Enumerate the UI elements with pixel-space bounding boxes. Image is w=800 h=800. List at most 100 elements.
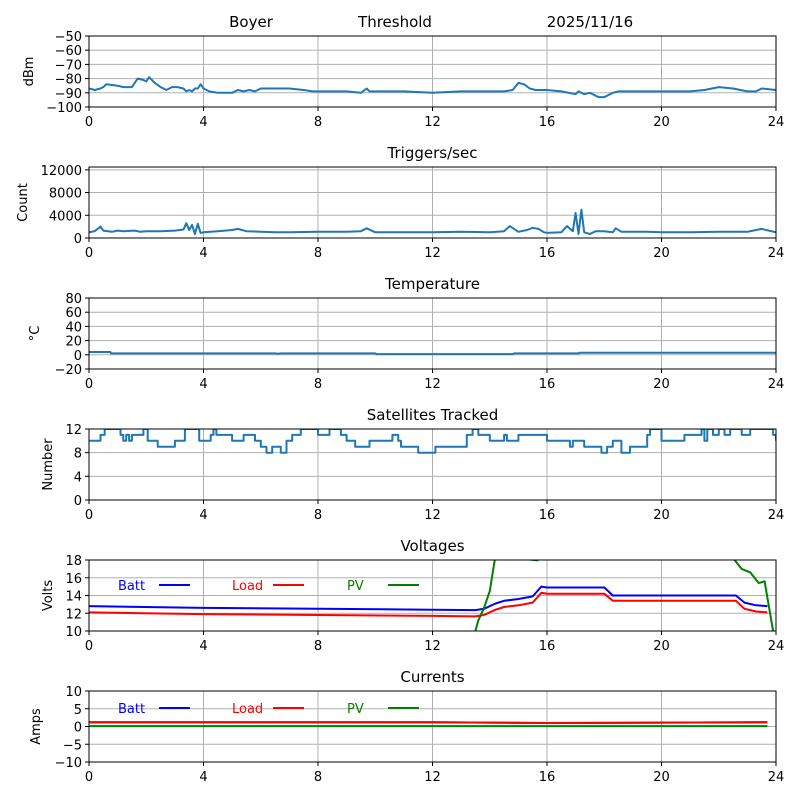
- panel-currents: Batt Load PV 0 4 8 12 16 20 24 −10 −5 0 5 10 Amps Curren…: [29, 668, 784, 785]
- y-tick-label: 8000: [49, 187, 82, 202]
- x-tick-label: 12: [424, 508, 441, 523]
- legend-label-batt: Batt: [118, 702, 145, 717]
- y-tick-label: 4000: [49, 209, 82, 224]
- x-tick-label: 12: [424, 639, 441, 654]
- x-tick-label: 8: [314, 639, 322, 654]
- y-axis-label: Volts: [41, 580, 56, 612]
- x-tick-label: 24: [768, 770, 785, 785]
- x-tick-label: 0: [85, 115, 93, 130]
- x-tick-label: 8: [314, 770, 322, 785]
- y-tick-label: −80: [55, 73, 82, 88]
- panel-rssi: 0 4 8 12 16 20 24 −100−90−80−70−60−50 dBm: [22, 30, 784, 130]
- y-tick-label: −60: [55, 44, 82, 59]
- y-axis-label: Count: [16, 183, 31, 222]
- x-tick-label: 8: [314, 246, 322, 261]
- y-tick-label: 10: [65, 625, 82, 640]
- x-tick-label: 24: [768, 508, 785, 523]
- x-tick-label: 24: [768, 246, 785, 261]
- y-tick-label: 14: [65, 590, 82, 605]
- x-tick-label: 16: [539, 115, 556, 130]
- series-line-pv: [733, 560, 775, 631]
- x-tick-label: 20: [653, 639, 670, 654]
- series-line-temperature: [89, 351, 776, 356]
- series-group: [89, 721, 768, 728]
- y-tick-label: 20: [65, 335, 82, 350]
- x-tick-label: 24: [768, 115, 785, 130]
- series-line-batt: [89, 585, 768, 612]
- panel-triggers: 0 4 8 12 16 20 24 0 4000 8000 12000 Count Triggers/s…: [16, 144, 784, 261]
- y-tick-label: 0: [74, 232, 82, 247]
- series-line-load: [89, 591, 768, 618]
- y-tick-label: 12000: [41, 164, 82, 179]
- x-tick-label: 0: [85, 508, 93, 523]
- y-axis-label: Number: [41, 438, 56, 491]
- x-tick-label: 16: [539, 639, 556, 654]
- y-axis-label: °C: [28, 326, 43, 342]
- x-tick-label: 16: [539, 377, 556, 392]
- x-tick-label: 8: [314, 377, 322, 392]
- x-tick-label: 12: [424, 377, 441, 392]
- series-group: [89, 351, 776, 356]
- y-axis-label: dBm: [22, 57, 37, 87]
- y-tick-label: 4: [74, 470, 82, 485]
- legend: Batt Load PV: [118, 579, 419, 594]
- series-line-rssi: [89, 76, 776, 99]
- y-tick-label: −100: [46, 101, 82, 116]
- legend-label-pv: PV: [347, 702, 364, 717]
- series-line-pv: [474, 560, 496, 631]
- x-tick-label: 4: [199, 377, 207, 392]
- x-tick-label: 0: [85, 639, 93, 654]
- x-tick-label: 4: [199, 246, 207, 261]
- y-tick-label: 8: [74, 447, 82, 462]
- panel-voltages: Batt Load PV 0 4 8 12 16 20 24 10 12 14 16 18 Volts Volt…: [41, 537, 784, 654]
- panel-title: Currents: [400, 668, 464, 686]
- x-tick-label: 4: [199, 115, 207, 130]
- y-tick-label: 12: [65, 423, 82, 438]
- y-tick-label: 0: [74, 349, 82, 364]
- panel-title: Voltages: [400, 537, 464, 555]
- x-tick-label: 0: [85, 377, 93, 392]
- series-group: [89, 429, 776, 454]
- x-tick-label: 0: [85, 246, 93, 261]
- legend-label-batt: Batt: [118, 579, 145, 594]
- x-tick-label: 4: [199, 639, 207, 654]
- legend-label-pv: PV: [347, 579, 364, 594]
- x-tick-label: 8: [314, 115, 322, 130]
- series-line-satellites: [89, 429, 776, 454]
- y-tick-label: 0: [74, 721, 82, 736]
- x-tick-label: 20: [653, 246, 670, 261]
- x-tick-label: 20: [653, 115, 670, 130]
- series-line-load: [89, 721, 768, 724]
- y-tick-label: 18: [65, 554, 82, 569]
- series-group: [89, 208, 776, 235]
- x-tick-label: 20: [653, 377, 670, 392]
- x-tick-label: 16: [539, 246, 556, 261]
- y-tick-label: 10: [65, 685, 82, 700]
- x-tick-label: 20: [653, 770, 670, 785]
- y-tick-label: 40: [65, 320, 82, 335]
- header-date: 2025/11/16: [547, 13, 633, 31]
- legend-label-load: Load: [232, 579, 263, 594]
- y-tick-label: −70: [55, 58, 82, 73]
- header-station: Boyer: [229, 13, 274, 31]
- panel-satellites: 0 4 8 12 16 20 24 0 4 8 12 Number Satellites Tracked: [41, 406, 784, 523]
- y-tick-label: 60: [65, 306, 82, 321]
- x-tick-label: 20: [653, 508, 670, 523]
- x-tick-label: 12: [424, 115, 441, 130]
- y-tick-label: −50: [55, 30, 82, 45]
- series-line-triggers: [89, 208, 776, 235]
- header-mode: Threshold: [357, 13, 432, 31]
- x-tick-label: 0: [85, 770, 93, 785]
- y-tick-label: 0: [74, 494, 82, 509]
- x-tick-label: 4: [199, 508, 207, 523]
- x-tick-label: 12: [424, 246, 441, 261]
- legend: Batt Load PV: [118, 702, 419, 717]
- panel-title: Temperature: [384, 275, 480, 293]
- y-tick-label: 12: [65, 607, 82, 622]
- y-tick-label: 16: [65, 572, 82, 587]
- panel-title: Triggers/sec: [387, 144, 478, 162]
- y-tick-label: 5: [74, 703, 82, 718]
